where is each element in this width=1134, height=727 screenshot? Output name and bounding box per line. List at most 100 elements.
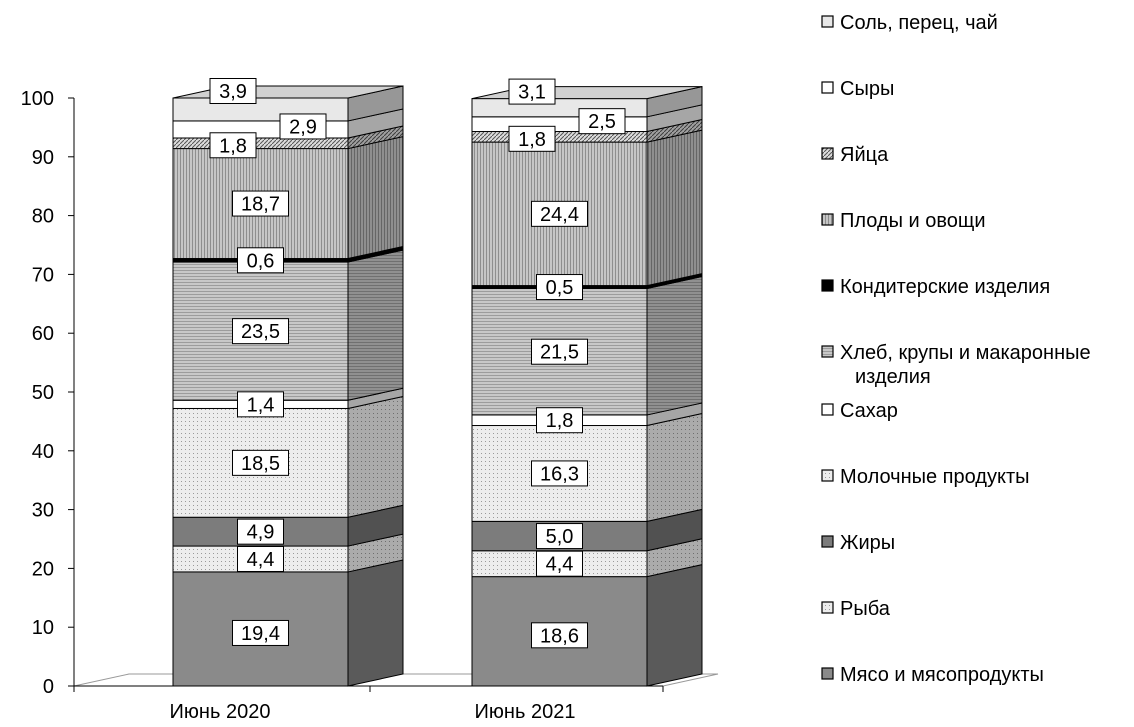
svg-text:5,0: 5,0 (546, 526, 574, 548)
legend-swatch (821, 667, 834, 680)
y-tick-label: 40 (32, 441, 54, 463)
legend-swatch (821, 147, 834, 160)
bar-segment (471, 275, 703, 416)
svg-text:18,7: 18,7 (241, 194, 280, 216)
legend-label: Молочные продукты (840, 466, 1029, 488)
legend-swatch (821, 213, 834, 226)
svg-text:1,8: 1,8 (518, 129, 546, 151)
legend-item: Соль, перец, чай (821, 12, 998, 34)
legend-item: Молочные продукты (821, 466, 1029, 488)
svg-text:4,4: 4,4 (247, 549, 275, 571)
legend-item: Кондитерские изделия (821, 276, 1050, 298)
legend-label: Соль, перец, чай (840, 12, 998, 34)
y-tick-label: 30 (32, 500, 54, 522)
data-label: 19,4 (232, 619, 289, 646)
y-tick-label: 20 (32, 558, 54, 580)
legend-item: Рыба (821, 598, 891, 620)
data-label: 4,4 (536, 550, 583, 577)
data-label: 3,1 (508, 78, 556, 105)
legend-item: Мясо и мясопродукты (821, 664, 1044, 686)
legend-item: Яйца (821, 144, 889, 166)
legend-swatch (821, 81, 834, 94)
legend: Соль, перец, чай Сыры Яйца Плоды и овощи Кон… (821, 12, 1091, 686)
legend-swatch (821, 15, 834, 28)
data-label: 1,8 (536, 407, 583, 434)
y-tick-label: 70 (32, 264, 54, 286)
data-label: 4,4 (237, 545, 284, 572)
y-tick-label: 90 (32, 147, 54, 169)
x-tick-label: Июнь 2020 (170, 701, 271, 722)
data-label: 21,5 (531, 338, 588, 365)
legend-label: Плоды и овощи (840, 210, 986, 232)
y-tick-label: 60 (32, 323, 54, 345)
legend-item: Сахар (821, 400, 898, 422)
legend-swatch (821, 469, 834, 482)
legend-swatch (821, 279, 834, 292)
svg-text:18,6: 18,6 (540, 625, 579, 647)
legend-label: Сыры (840, 78, 894, 100)
bar-segment (172, 125, 404, 150)
legend-label: Рыба (840, 598, 891, 620)
svg-text:21,5: 21,5 (540, 342, 579, 364)
legend-label: Жиры (840, 532, 895, 554)
legend-label: Сахар (840, 400, 898, 422)
data-label: 1,4 (237, 391, 284, 418)
data-label: 0,5 (536, 274, 583, 301)
svg-text:0,5: 0,5 (546, 277, 574, 299)
data-label: 4,9 (237, 518, 284, 545)
svg-text:16,3: 16,3 (540, 463, 579, 485)
legend-swatch (821, 535, 834, 548)
svg-text:2,9: 2,9 (289, 116, 317, 138)
legend-label: изделия (855, 366, 931, 388)
data-label: 24,4 (531, 200, 588, 227)
bar-segment (172, 559, 404, 687)
data-label: 18,7 (232, 190, 289, 217)
x-tick-label: Июнь 2021 (475, 701, 576, 722)
legend-item: Плоды и овощи (821, 210, 986, 232)
legend-swatch (821, 403, 834, 416)
svg-text:1,8: 1,8 (219, 135, 247, 157)
svg-text:19,4: 19,4 (241, 623, 280, 645)
legend-item: Сыры (821, 78, 894, 100)
bars (172, 85, 703, 687)
legend-label: Кондитерские изделия (840, 276, 1050, 298)
data-label: 0,6 (237, 247, 284, 274)
svg-text:4,9: 4,9 (247, 522, 275, 544)
y-tick-label: 100 (21, 88, 54, 110)
y-tick-label: 0 (43, 676, 54, 698)
svg-text:1,8: 1,8 (546, 410, 574, 432)
x-axis-labels: Июнь 2020 Июнь 2021 (170, 701, 576, 723)
y-tick-label: 10 (32, 617, 54, 639)
data-label: 23,5 (232, 318, 289, 345)
data-label: 2,9 (279, 113, 327, 140)
legend-swatch (821, 345, 834, 358)
svg-text:3,9: 3,9 (219, 81, 247, 103)
data-label: 1,8 (209, 132, 257, 159)
y-tick-label: 80 (32, 206, 54, 228)
svg-text:23,5: 23,5 (241, 321, 280, 343)
data-label: 1,8 (508, 125, 556, 152)
svg-text:0,6: 0,6 (247, 250, 275, 272)
legend-label: Мясо и мясопродукты (840, 664, 1044, 686)
legend-label: Хлеб, крупы и макаронные (840, 342, 1091, 364)
svg-text:4,4: 4,4 (546, 554, 574, 576)
svg-text:24,4: 24,4 (540, 204, 579, 226)
svg-text:3,1: 3,1 (518, 82, 546, 104)
data-label: 18,6 (531, 622, 588, 649)
data-label: 2,5 (578, 108, 626, 135)
data-label: 16,3 (531, 460, 588, 487)
legend-swatch (821, 601, 834, 614)
data-label: 3,9 (209, 78, 257, 104)
data-labels: 19,4 4,4 4,9 18,5 1,4 23,5 0,6 18,7 1,8 2,9 3,9 18,… (209, 78, 626, 649)
y-tick-label: 50 (32, 382, 54, 404)
svg-text:2,5: 2,5 (588, 111, 616, 133)
svg-text:1,4: 1,4 (247, 394, 275, 416)
svg-text:18,5: 18,5 (241, 453, 280, 475)
legend-item: Жиры (821, 532, 895, 554)
legend-label: Яйца (840, 144, 889, 166)
data-label: 18,5 (232, 449, 289, 476)
data-label: 5,0 (536, 523, 583, 550)
